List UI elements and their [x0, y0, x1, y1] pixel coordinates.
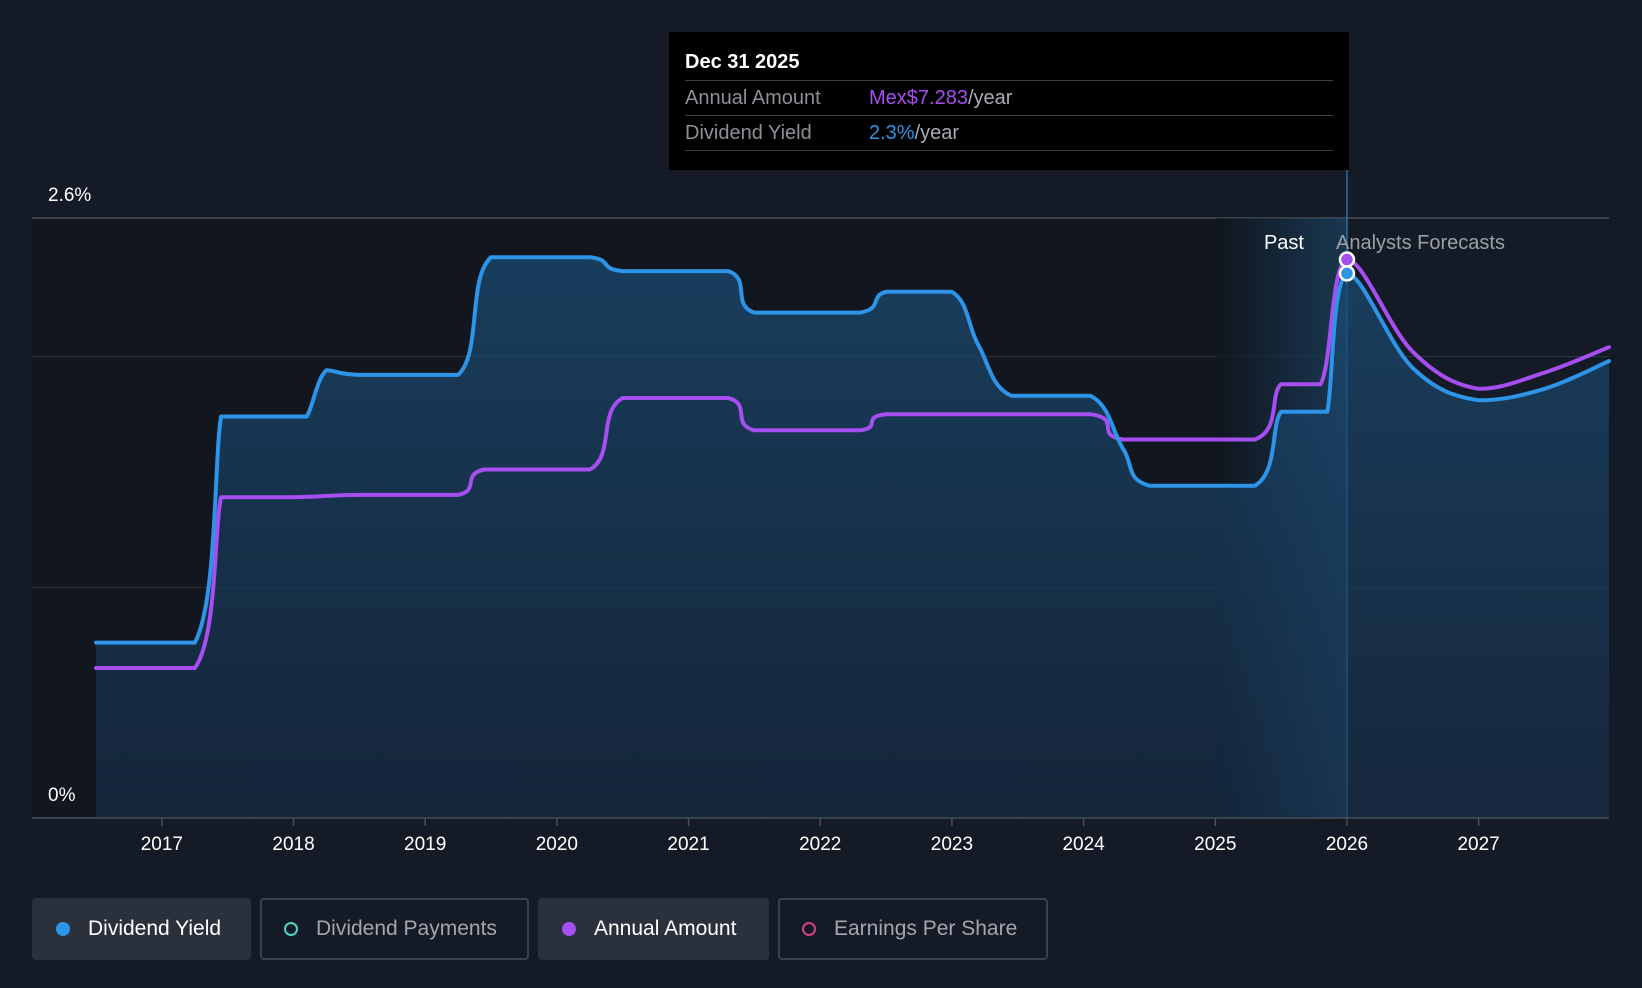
tooltip: Dec 31 2025 Annual Amount Mex$7.283 /yea…: [669, 32, 1349, 170]
tooltip-annual-amount-value: Mex$7.283: [869, 87, 968, 109]
legend: Dividend Yield Dividend Payments Annual …: [32, 898, 1048, 960]
x-tick-label: 2024: [1062, 834, 1105, 855]
legend-ring-dividend-payments-icon: [284, 922, 298, 936]
x-tick-label: 2019: [404, 834, 446, 855]
legend-earnings-per-share[interactable]: Earnings Per Share: [778, 898, 1048, 960]
x-tick-label: 2018: [272, 834, 314, 855]
x-tick-label: 2025: [1194, 834, 1236, 855]
past-label: Past: [1264, 232, 1304, 254]
x-tick-label: 2017: [141, 834, 183, 855]
x-tick-label: 2022: [799, 834, 841, 855]
tooltip-row-annual-amount: Annual Amount Mex$7.283 /year: [685, 80, 1333, 115]
dividend-yield-area: [96, 257, 1609, 818]
tooltip-row-dividend-yield: Dividend Yield 2.3% /year: [685, 115, 1333, 151]
tooltip-date: Dec 31 2025: [685, 51, 800, 73]
y-label-bottom: 0%: [48, 785, 76, 806]
legend-dot-annual-amount-icon: [562, 922, 576, 936]
legend-dividend-yield-label: Dividend Yield: [88, 917, 222, 940]
legend-ring-earnings-per-share-icon: [802, 922, 816, 936]
legend-dividend-payments[interactable]: Dividend Payments: [260, 898, 529, 960]
legend-annual-amount-label: Annual Amount: [594, 917, 737, 940]
x-tick-label: 2020: [536, 834, 578, 855]
legend-annual-amount[interactable]: Annual Amount: [538, 898, 769, 960]
x-tick-label: 2026: [1326, 834, 1368, 855]
legend-dividend-yield[interactable]: Dividend Yield: [32, 898, 251, 960]
tooltip-annual-amount-label: Annual Amount: [685, 87, 821, 109]
tooltip-dividend-yield-suffix: /year: [914, 122, 960, 144]
tooltip-dividend-yield-label: Dividend Yield: [685, 122, 812, 144]
legend-dot-dividend-yield-icon: [56, 922, 70, 936]
tooltip-dividend-yield-value: 2.3%: [869, 122, 915, 144]
forecast-label: Analysts Forecasts: [1336, 232, 1505, 254]
annual-amount-highlight-point: [1338, 251, 1356, 268]
legend-earnings-per-share-label: Earnings Per Share: [834, 917, 1018, 940]
x-tick-label: 2027: [1457, 834, 1499, 855]
legend-dividend-payments-label: Dividend Payments: [316, 917, 497, 940]
x-tick-label: 2021: [667, 834, 709, 855]
dividend-yield-line: [94, 255, 1611, 645]
x-tick-label: 2023: [931, 834, 973, 855]
tooltip-annual-amount-suffix: /year: [967, 87, 1013, 109]
dividend-yield-highlight-point: [1338, 265, 1356, 282]
y-label-top: 2.6%: [48, 185, 91, 206]
